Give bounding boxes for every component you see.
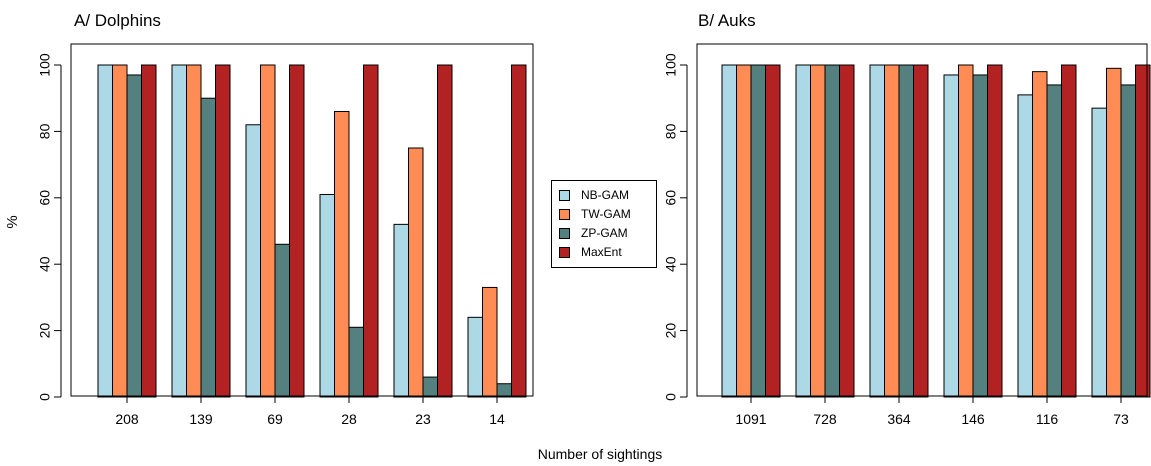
bar-a-maxent-69 — [289, 64, 305, 398]
x-tick-label-a: 14 — [489, 411, 505, 427]
bar-a-zp-gam-28 — [348, 326, 364, 398]
bar-a-tw-gam-28 — [334, 110, 350, 398]
x-tick-label-b: 1091 — [735, 411, 766, 427]
legend-swatch-tw-gam — [559, 208, 570, 220]
bar-b-nb-gam-73 — [1091, 107, 1107, 398]
legend-swatch-zp-gam — [559, 227, 570, 239]
bar-a-zp-gam-69 — [274, 243, 290, 398]
bar-a-tw-gam-139 — [186, 64, 202, 398]
x-tick-label-b: 116 — [1036, 411, 1059, 427]
bar-a-tw-gam-208 — [112, 64, 128, 398]
legend-swatch-maxent — [559, 246, 570, 258]
bar-a-tw-gam-69 — [260, 64, 276, 398]
legend-label: TW-GAM — [581, 207, 631, 221]
bar-b-zp-gam-1091 — [750, 64, 766, 398]
y-tick-label-b: 0 — [663, 393, 679, 401]
y-tick-label-a: 80 — [37, 123, 53, 139]
bar-b-maxent-146 — [987, 64, 1003, 398]
bar-a-nb-gam-28 — [319, 193, 335, 398]
x-tick-label-a: 208 — [115, 411, 139, 427]
legend-label: ZP-GAM — [581, 226, 628, 240]
bar-b-tw-gam-1091 — [736, 64, 752, 398]
bar-a-tw-gam-23 — [408, 147, 424, 398]
bar-b-zp-gam-73 — [1120, 84, 1136, 398]
legend-swatch-nb-gam — [559, 189, 570, 201]
bar-a-maxent-23 — [437, 64, 453, 398]
bar-a-zp-gam-139 — [200, 97, 216, 398]
bar-b-tw-gam-73 — [1106, 67, 1122, 398]
bar-b-nb-gam-364 — [869, 64, 885, 398]
y-tick-label-b: 80 — [663, 123, 679, 139]
y-tick-label-a: 100 — [37, 53, 53, 77]
bar-b-maxent-1091 — [765, 64, 781, 398]
bar-a-zp-gam-208 — [126, 74, 142, 398]
bar-a-maxent-14 — [511, 64, 527, 398]
legend-item-maxent: MaxEnt — [559, 245, 622, 259]
x-tick-label-b: 73 — [1113, 411, 1129, 427]
x-tick-label-a: 69 — [267, 411, 283, 427]
legend-label: MaxEnt — [581, 245, 622, 259]
y-tick-label-b: 20 — [663, 323, 679, 339]
x-axis-label: Number of sightings — [538, 446, 663, 462]
legend-item-tw-gam: TW-GAM — [559, 207, 631, 221]
legend-item-zp-gam: ZP-GAM — [559, 226, 628, 240]
bar-a-maxent-208 — [141, 64, 157, 398]
bar-b-zp-gam-116 — [1046, 84, 1062, 398]
plot-frame-a — [70, 43, 534, 397]
y-tick-label-a: 60 — [37, 190, 53, 206]
bar-b-maxent-73 — [1135, 64, 1151, 398]
bar-b-maxent-116 — [1061, 64, 1077, 398]
bar-a-nb-gam-23 — [393, 223, 409, 398]
bar-b-zp-gam-364 — [898, 64, 914, 398]
legend-item-nb-gam: NB-GAM — [559, 188, 629, 202]
bar-b-maxent-364 — [913, 64, 929, 398]
panel-a-title: A/ Dolphins — [74, 11, 161, 30]
bar-a-nb-gam-69 — [245, 124, 261, 398]
bar-a-nb-gam-208 — [97, 64, 113, 398]
x-tick-label-b: 146 — [961, 411, 985, 427]
bar-a-maxent-28 — [363, 64, 379, 398]
bar-b-tw-gam-116 — [1032, 71, 1048, 398]
x-tick-label-a: 139 — [189, 411, 213, 427]
bar-b-maxent-728 — [839, 64, 855, 398]
legend-label: NB-GAM — [581, 188, 629, 202]
bar-b-tw-gam-364 — [884, 64, 900, 398]
y-tick-label-b: 60 — [663, 190, 679, 206]
bar-a-maxent-139 — [215, 64, 231, 398]
y-tick-label-b: 40 — [663, 256, 679, 272]
panel-b: 1091728364146116734415020406080100 — [663, 43, 1151, 427]
bar-b-nb-gam-1091 — [721, 64, 737, 398]
x-tick-label-a: 23 — [415, 411, 431, 427]
panel-a: 208 139 69 28 23 14 0 20 40 60 80 100 — [37, 43, 534, 427]
bar-a-zp-gam-14 — [496, 383, 512, 398]
bar-b-tw-gam-728 — [810, 64, 826, 398]
bar-b-zp-gam-728 — [824, 64, 840, 398]
bar-a-zp-gam-23 — [422, 376, 438, 398]
y-tick-label-a: 40 — [37, 256, 53, 272]
plot-frame-b — [696, 43, 1148, 397]
y-axis-label: % — [4, 215, 21, 228]
x-tick-label-a: 28 — [341, 411, 357, 427]
panel-b-title: B/ Auks — [698, 11, 756, 30]
legend: NB-GAM TW-GAM ZP-GAM MaxEnt — [551, 180, 657, 268]
bar-a-nb-gam-139 — [171, 64, 187, 398]
x-tick-label-b: 364 — [887, 411, 911, 427]
y-tick-label-a: 20 — [37, 323, 53, 339]
bar-b-tw-gam-146 — [958, 64, 974, 398]
y-tick-label-a: 0 — [37, 393, 53, 401]
bar-b-nb-gam-146 — [943, 74, 959, 398]
y-tick-label-b: 100 — [663, 53, 679, 77]
bar-b-nb-gam-728 — [795, 64, 811, 398]
x-tick-label-b: 728 — [813, 411, 837, 427]
bar-a-nb-gam-14 — [467, 316, 483, 398]
bar-b-zp-gam-146 — [972, 74, 988, 398]
bar-a-tw-gam-14 — [482, 286, 498, 398]
bar-b-nb-gam-116 — [1017, 94, 1033, 398]
